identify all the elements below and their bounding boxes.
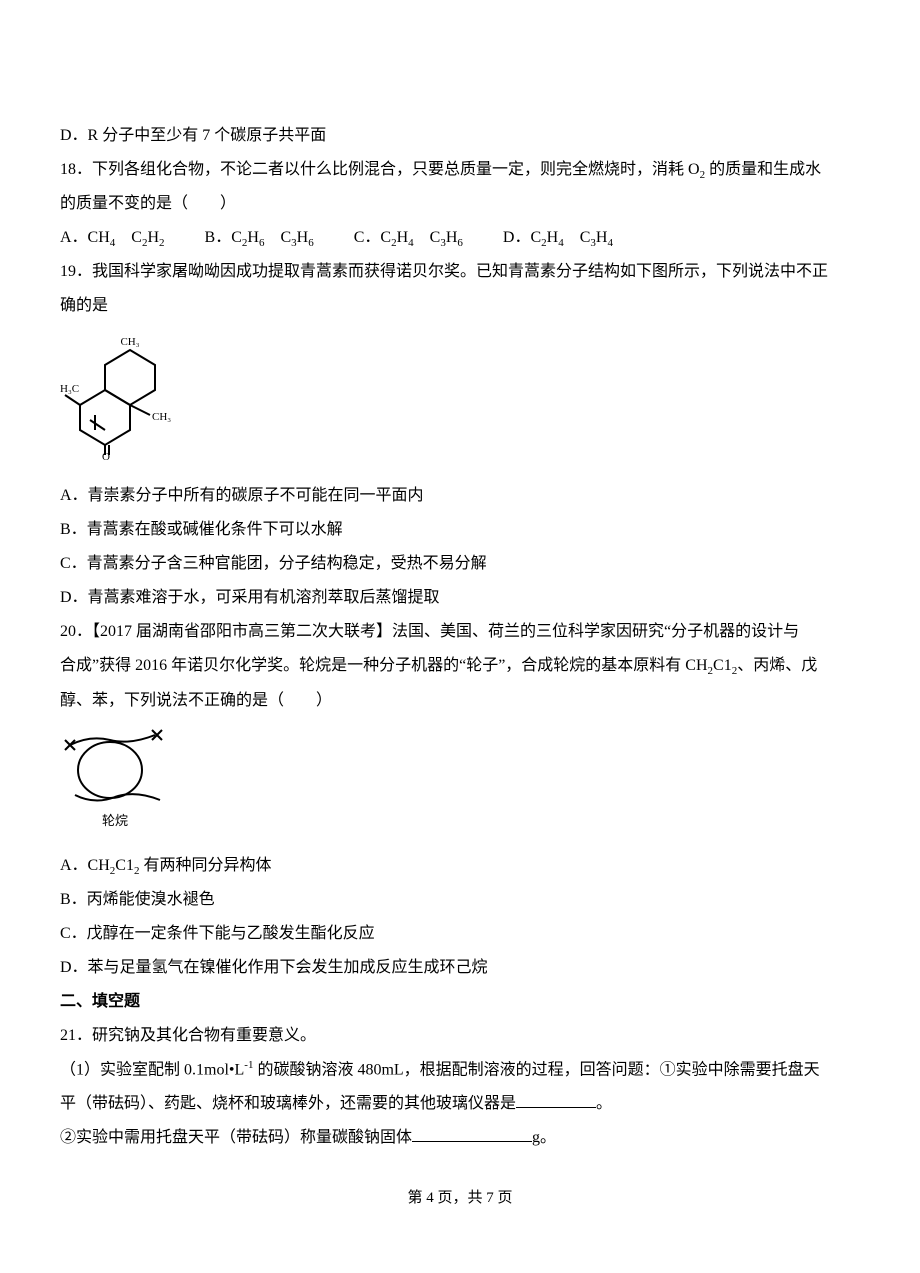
sub: 6 [308,237,314,249]
q18-stem-line2: 的质量不变的是（ ） [60,188,860,220]
text: H [247,229,259,246]
text: H [446,229,458,246]
sub: 4 [607,237,613,249]
q18-option-c: C．C2H4 C3H6 [354,222,463,254]
page-total: 7 [486,1190,494,1206]
q19-option-a: A．青崇素分子中所有的碳原子不可能在同一平面内 [60,480,860,512]
q18-stem-line1: 18．下列各组化合物，不论二者以什么比例混合，只要总质量一定，则完全燃烧时，消耗… [60,154,860,186]
blank-input[interactable] [412,1126,532,1142]
text: C．C [354,229,391,246]
text: 第 [407,1190,426,1206]
q18-option-b: B．C2H6 C3H6 [205,222,314,254]
h3c-label: H₃C [60,383,79,395]
text: g。 [532,1129,556,1146]
ch3-right-label: CH₃ [152,411,171,423]
text: 页 [494,1190,513,1206]
text: B．C [205,229,242,246]
rotaxane-caption: 轮烷 [102,813,128,828]
q19-stem-line2: 确的是 [60,290,860,322]
text: C [564,229,591,246]
q19-figure: CH₃ H₃C CH₃ O [60,330,860,472]
text: 页，共 [434,1190,487,1206]
sub: 6 [457,237,463,249]
q20-stem-line2: 合成”获得 2016 年诺贝尔化学奖。轮烷是一种分子机器的“轮子”，合成轮烷的基… [60,650,860,682]
text: H [596,229,608,246]
text: 的碳酸钠溶液 480mL，根据配制溶液的过程，回答问题：①实验中除需要托盘天 [253,1061,819,1078]
q20-option-a: A．CH2C12 有两种同分异构体 [60,850,860,882]
q20-figure: 轮烷 [60,725,860,842]
q21-part2: ②实验中需用托盘天平（带砝码）称量碳酸钠固体 g。 [60,1122,860,1154]
text: 有两种同分异构体 [139,857,271,874]
text: C1 [115,857,134,874]
text: 平（带砝码）、药匙、烧杯和玻璃棒外，还需要的其他玻璃仪器是 [60,1095,516,1112]
text: （1）实验室配制 0.1mol•L [60,1061,244,1078]
q21-part1-line2: 平（带砝码）、药匙、烧杯和玻璃棒外，还需要的其他玻璃仪器是 。 [60,1088,860,1120]
text: C [115,229,142,246]
ch3-label: CH₃ [120,336,139,348]
text: 、丙烯、戊 [737,657,817,674]
artemisinin-structure-icon: CH₃ H₃C CH₃ O [60,330,200,460]
q19-option-d: D．青蒿素难溶于水，可采用有机溶剂萃取后蒸馏提取 [60,582,860,614]
q18-options: A．CH4 C2H2 B．C2H6 C3H6 C．C2H4 C3H6 D．C2H… [60,222,860,254]
text: H [147,229,159,246]
q18-stem-text1: 18．下列各组化合物，不论二者以什么比例混合，只要总质量一定，则完全燃烧时，消耗… [60,161,700,178]
q20-option-b: B．丙烯能使溴水褪色 [60,884,860,916]
text: C1 [713,657,732,674]
text: ②实验中需用托盘天平（带砝码）称量碳酸钠固体 [60,1129,412,1146]
text: H [397,229,409,246]
page-footer: 第 4 页，共 7 页 [0,1183,920,1213]
q20-option-c: C．戊醇在一定条件下能与乙酸发生酯化反应 [60,918,860,950]
q20-stem-line3: 醇、苯，下列说法不正确的是（ ） [60,685,860,717]
q21-part1-line1: （1）实验室配制 0.1mol•L-1 的碳酸钠溶液 480mL，根据配制溶液的… [60,1054,860,1086]
text: 合成”获得 2016 年诺贝尔化学奖。轮烷是一种分子机器的“轮子”，合成轮烷的基… [60,657,708,674]
text: C [414,229,441,246]
sub: 2 [159,237,165,249]
text: H [297,229,309,246]
o-label: O [102,451,110,460]
text: 。 [596,1095,612,1112]
text: H [547,229,559,246]
section-2-heading: 二、填空题 [60,986,860,1018]
q19-option-c: C．青蒿素分子含三种官能团，分子结构稳定，受热不易分解 [60,548,860,580]
q19-stem-line1: 19．我国科学家屠呦呦因成功提取青蒿素而获得诺贝尔奖。已知青蒿素分子结构如下图所… [60,256,860,288]
q20-option-d: D．苯与足量氢气在镍催化作用下会发生加成反应生成环己烷 [60,952,860,984]
rotaxane-structure-icon: 轮烷 [60,725,170,830]
q18-option-d: D．C2H4 C3H4 [503,222,613,254]
q21-stem: 21．研究钠及其化合物有重要意义。 [60,1020,860,1052]
q20-stem-line1: 20．【2017 届湖南省邵阳市高三第二次大联考】法国、美国、荷兰的三位科学家因… [60,616,860,648]
text: D．C [503,229,541,246]
q17-option-d: D．R 分子中至少有 7 个碳原子共平面 [60,120,860,152]
text: C [264,229,291,246]
text: A．CH [60,229,110,246]
blank-input[interactable] [516,1092,596,1108]
q19-option-b: B．青蒿素在酸或碱催化条件下可以水解 [60,514,860,546]
q18-option-a: A．CH4 C2H2 [60,222,165,254]
q18-stem-cont: 的质量和生成水 [705,161,821,178]
text: A．CH [60,857,110,874]
page-number: 4 [426,1190,434,1206]
